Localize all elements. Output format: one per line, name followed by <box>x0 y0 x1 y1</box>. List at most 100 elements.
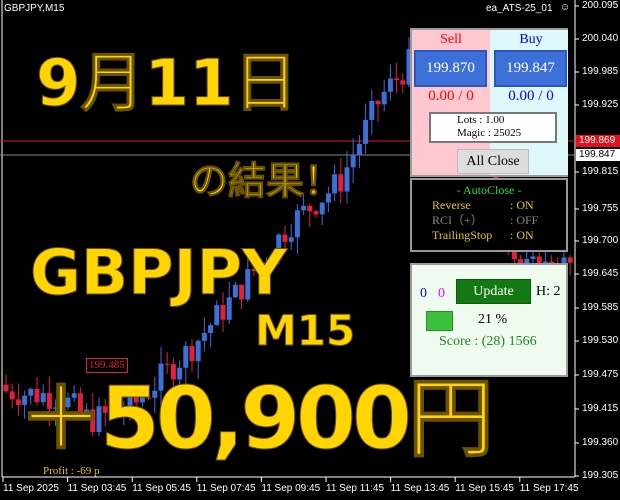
candle-body <box>34 388 40 403</box>
candle-body <box>189 345 195 362</box>
price-tick-label: 199.415 <box>582 403 619 414</box>
overlay-profit: ＋50,900円 <box>18 369 495 469</box>
candle-body <box>164 363 170 365</box>
overlay-result: の結果！ <box>189 159 343 203</box>
candle-body <box>53 407 59 409</box>
candle-body <box>356 143 362 156</box>
candle-body <box>22 395 28 405</box>
candle-body <box>375 100 381 105</box>
autoclose-panel: - AutoClose - Reverse : ON RCI（+）: OFF Trai… <box>410 178 568 252</box>
price-tick-label: 199.815 <box>582 166 619 177</box>
candle-body <box>170 364 176 380</box>
price-label: 199.485 <box>86 358 128 373</box>
candle-body <box>406 49 412 85</box>
candle-body <box>84 409 90 412</box>
buy-label: Buy <box>519 32 543 47</box>
candle-body <box>307 205 313 212</box>
candle-body <box>77 393 83 412</box>
candle-body <box>276 234 282 258</box>
time-tick-label: 11 Sep 2025 <box>3 483 59 494</box>
time-tick-label: 11 Sep 13:45 <box>390 483 450 494</box>
candle-body <box>226 297 232 320</box>
smiley-icon: ☺ <box>560 2 571 13</box>
price-tick-label: 199.475 <box>582 369 619 380</box>
candle-body <box>313 211 319 215</box>
candle-body <box>363 119 369 144</box>
candle-body <box>40 393 46 403</box>
trade-panel: Sell Buy 199.870 199.847 0.00 / 0 0.00 /… <box>410 28 568 177</box>
candle-body <box>344 167 350 192</box>
price-tick-label: 199.755 <box>582 203 619 214</box>
autoclose-row: Reverse : ON <box>412 198 566 213</box>
candle-body <box>350 155 356 168</box>
price-tick-label: 200.095 <box>582 0 619 11</box>
status-panel: 0 0 Update H: 2 21 % Score : (28) 1566 <box>410 263 568 377</box>
sell-button[interactable]: 199.870 <box>414 50 487 87</box>
candle-body <box>183 345 189 368</box>
candle-body <box>394 78 400 81</box>
candle-body <box>46 393 52 409</box>
symbol-label: GBPJPY,M15 <box>4 3 65 14</box>
candle-body <box>220 305 226 320</box>
sell-label: Sell <box>440 32 462 47</box>
update-button[interactable]: Update <box>456 279 531 304</box>
candle-body <box>96 406 102 433</box>
candle-body <box>567 257 573 263</box>
magic-value: Magic : 25025 <box>457 127 522 139</box>
price-tick-label: 199.360 <box>582 437 619 448</box>
price-tick-label: 199.585 <box>582 302 619 313</box>
candle-body <box>108 409 114 413</box>
time-tick-label: 11 Sep 05:45 <box>132 483 191 494</box>
time-tick-label: 11 Sep 11:45 <box>326 483 385 494</box>
price-tick-label: 199.645 <box>582 268 619 279</box>
candle-body <box>139 397 145 403</box>
candle-body <box>325 193 331 203</box>
candle-body <box>251 269 257 272</box>
autoclose-title: - AutoClose - <box>456 183 522 197</box>
candle-body <box>288 237 294 242</box>
count-magenta: 0 <box>438 286 445 301</box>
candle-body <box>115 409 121 414</box>
all-close-button[interactable]: All Close <box>457 149 529 174</box>
candle-body <box>257 263 263 272</box>
ea-name: ea_ATS-25_01 <box>486 3 553 14</box>
price-tick-label: 199.700 <box>582 235 619 246</box>
autoclose-label: TrailingStop <box>432 228 493 242</box>
candle-body <box>146 397 152 399</box>
candle-body <box>245 269 251 300</box>
autoclose-label: Reverse <box>432 198 471 212</box>
candle-body <box>102 406 108 413</box>
candle-body <box>301 205 307 211</box>
price-tick-label: 199.305 <box>582 470 619 481</box>
buy-button[interactable]: 199.847 <box>494 50 567 87</box>
progress-indicator <box>426 311 453 331</box>
candle-body <box>65 397 71 408</box>
h-value: H: 2 <box>536 284 561 299</box>
candle-body <box>263 262 269 264</box>
candle-body <box>127 394 133 413</box>
autoclose-value: : ON <box>510 228 534 242</box>
autoclose-row: RCI（+）: OFF <box>412 213 566 228</box>
candle-body <box>381 91 387 105</box>
price-tick-label: 199.985 <box>582 66 619 77</box>
candle-body <box>15 399 21 405</box>
candle-body <box>59 407 65 409</box>
time-tick-label: 11 Sep 03:45 <box>67 483 127 494</box>
candle-body <box>177 367 183 380</box>
price-tick-label: 199.530 <box>582 335 619 346</box>
candle-body <box>195 340 201 362</box>
candle-body <box>71 393 77 398</box>
time-tick-label: 11 Sep 17:45 <box>519 483 579 494</box>
candle-body <box>90 409 96 433</box>
count-blue: 0 <box>420 286 427 301</box>
candle-body <box>121 412 127 414</box>
autoclose-value: : ON <box>510 198 534 212</box>
candle-body <box>208 325 214 333</box>
candle-body <box>9 391 15 400</box>
autoclose-value: : OFF <box>510 213 539 227</box>
candle-body <box>294 210 300 238</box>
candle-body <box>387 78 393 92</box>
overlay-timeframe: M15 <box>254 306 356 355</box>
buy-position: 0.00 / 0 <box>508 88 554 104</box>
candle-body <box>530 256 536 259</box>
